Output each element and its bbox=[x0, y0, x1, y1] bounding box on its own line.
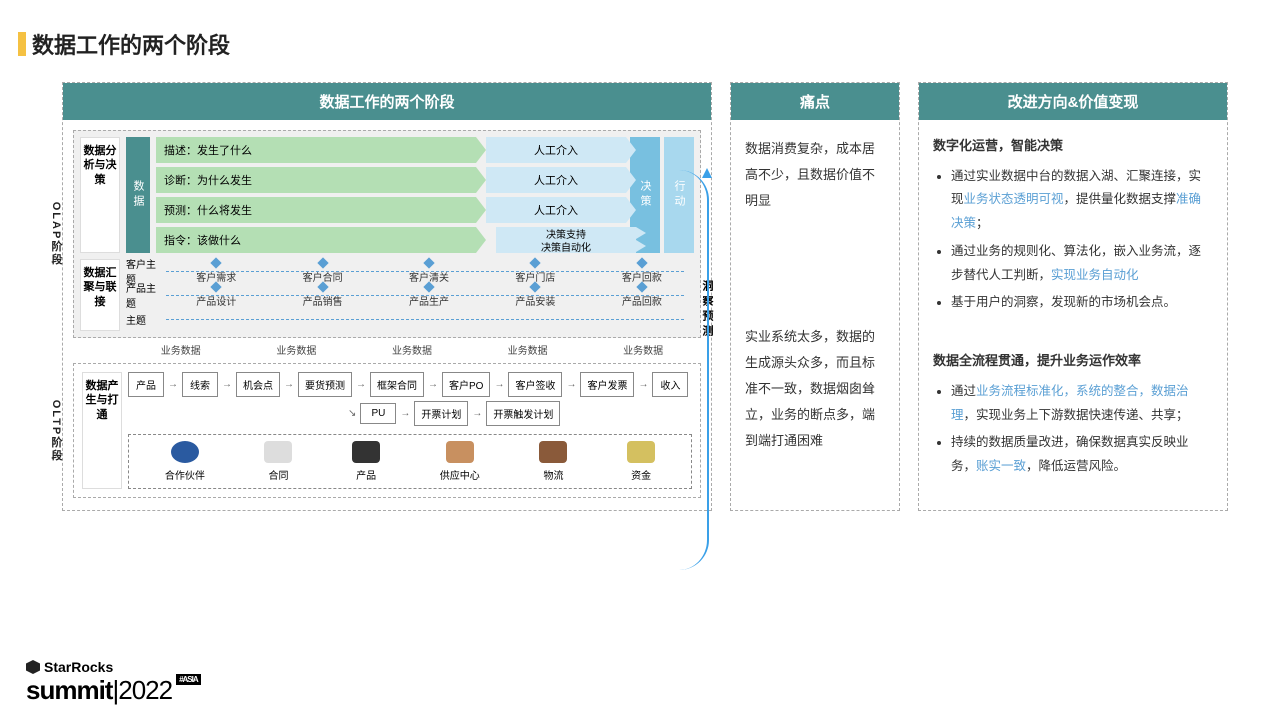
col1-header: 数据工作的两个阶段 bbox=[63, 83, 711, 120]
logo-brand: StarRocks bbox=[44, 659, 113, 675]
insight-label: 洞察预测 bbox=[699, 280, 715, 340]
pain-1: 数据消费复杂，成本居高不少，且数据价值不明显 bbox=[745, 136, 885, 214]
fbox: 客户签收 bbox=[508, 372, 562, 397]
fbox: 产品 bbox=[128, 372, 164, 397]
col-pain: 痛点 数据消费复杂，成本居高不少，且数据价值不明显 实业系统太多，数据的生成源头… bbox=[730, 82, 900, 511]
col2-header: 痛点 bbox=[731, 83, 899, 120]
theme-other: 主题 bbox=[126, 312, 162, 327]
fbox: 要货预测 bbox=[298, 372, 352, 397]
ana-row-desc-r: 人工介入 bbox=[486, 137, 626, 163]
icon-contract: 合同 bbox=[264, 441, 292, 482]
slide-title-bar: 数据工作的两个阶段 bbox=[0, 0, 1280, 60]
columns-layout: 数据工作的两个阶段 OLAP阶段 数据分析与决策 数据 描述：发生了什么人工介入… bbox=[0, 60, 1280, 511]
improve-title-1: 数字化运营，智能决策 bbox=[933, 134, 1213, 159]
icon-partner: 合作伙伴 bbox=[165, 441, 205, 482]
fbox: PU bbox=[360, 403, 396, 424]
ana-row-diag-r: 人工介入 bbox=[486, 167, 626, 193]
oltp-flow2: ↘ PU→ 开票计划→ 开票触发计划 bbox=[348, 401, 692, 426]
icon-supply: 供应中心 bbox=[440, 441, 480, 482]
fbox: 框架合同 bbox=[370, 372, 424, 397]
ana-row-cmd: 指令：该做什么 bbox=[156, 227, 476, 253]
agg-n: 客户回款 bbox=[590, 259, 694, 284]
logo-icon bbox=[26, 660, 40, 674]
icon-logistics: 物流 bbox=[539, 441, 567, 482]
ana-row-pred-r: 人工介入 bbox=[486, 197, 626, 223]
title-accent bbox=[18, 32, 26, 56]
oltp-sec-label: 数据产生与打通 bbox=[82, 372, 122, 489]
fbox: 线索 bbox=[182, 372, 218, 397]
logo-block: StarRocks summit|2022#ASIA bbox=[26, 659, 201, 706]
icon-finance: 资金 bbox=[627, 441, 655, 482]
fbox: 开票计划 bbox=[414, 401, 468, 426]
agg-n: 客户需求 bbox=[164, 259, 268, 284]
flow-labels: 业务数据业务数据业务数据业务数据业务数据 bbox=[123, 342, 701, 357]
col3-header: 改进方向&价值变现 bbox=[919, 83, 1227, 120]
agg-n: 客户合同 bbox=[270, 259, 374, 284]
agg-n: 客户门店 bbox=[483, 259, 587, 284]
col-improve: 改进方向&价值变现 数字化运营，智能决策 通过实业数据中台的数据入湖、汇聚连接，… bbox=[918, 82, 1228, 511]
agg-n: 产品设计 bbox=[164, 283, 268, 308]
olap-sec2-label: 数据汇聚与联接 bbox=[80, 259, 120, 331]
agg-n: 客户清关 bbox=[377, 259, 481, 284]
ana-row-pred: 预测：什么将发生 bbox=[156, 197, 476, 223]
icons-row: 合作伙伴 合同 产品 供应中心 物流 资金 bbox=[128, 434, 692, 489]
agg-n: 产品回款 bbox=[590, 283, 694, 308]
ana-row-desc: 描述：发生了什么 bbox=[156, 137, 476, 163]
fbox: 收入 bbox=[652, 372, 688, 397]
pain-2: 实业系统太多，数据的生成源头众多，而且标准不一致，数据烟囱耸立，业务的断点多，端… bbox=[745, 324, 885, 454]
olap-stage-label: OLAP阶段 bbox=[48, 202, 64, 267]
olap-box: OLAP阶段 数据分析与决策 数据 描述：发生了什么人工介入 诊断：为什么发生人… bbox=[73, 130, 701, 338]
ana-row-diag: 诊断：为什么发生 bbox=[156, 167, 476, 193]
fbox: 开票触发计划 bbox=[486, 401, 560, 426]
theme-product: 产品主题 bbox=[126, 280, 162, 310]
improve-title-2: 数据全流程贯通，提升业务运作效率 bbox=[933, 349, 1213, 374]
col-diagram: 数据工作的两个阶段 OLAP阶段 数据分析与决策 数据 描述：发生了什么人工介入… bbox=[62, 82, 712, 511]
oltp-stage-label: OLTP阶段 bbox=[48, 399, 64, 462]
slide-title: 数据工作的两个阶段 bbox=[32, 28, 230, 60]
fbox: 客户PO bbox=[442, 372, 490, 397]
fbox: 客户发票 bbox=[580, 372, 634, 397]
action-block: 行动 bbox=[664, 137, 694, 253]
agg-n: 产品销售 bbox=[270, 283, 374, 308]
improve-list-2: 通过业务流程标准化，系统的整合，数据治理，实现业务上下游数据快速传递、共享； 持… bbox=[933, 380, 1213, 479]
ana-row-cmd-r2: 决策自动化 bbox=[496, 240, 636, 253]
agg-n: 产品安装 bbox=[483, 283, 587, 308]
oltp-box: OLTP阶段 数据产生与打通 产品→ 线索→ 机会点→ 要货预测→ 框架合同→ … bbox=[73, 363, 701, 498]
improve-list-1: 通过实业数据中台的数据入湖、汇聚连接，实现业务状态透明可视，提供量化数据支撑准确… bbox=[933, 165, 1213, 316]
agg-n: 产品生产 bbox=[377, 283, 481, 308]
data-pill: 数据 bbox=[126, 137, 150, 253]
icon-product: 产品 bbox=[352, 441, 380, 482]
fbox: 机会点 bbox=[236, 372, 280, 397]
olap-sec1-label: 数据分析与决策 bbox=[80, 137, 120, 253]
oltp-flow1: 产品→ 线索→ 机会点→ 要货预测→ 框架合同→ 客户PO→ 客户签收→ 客户发… bbox=[128, 372, 692, 397]
